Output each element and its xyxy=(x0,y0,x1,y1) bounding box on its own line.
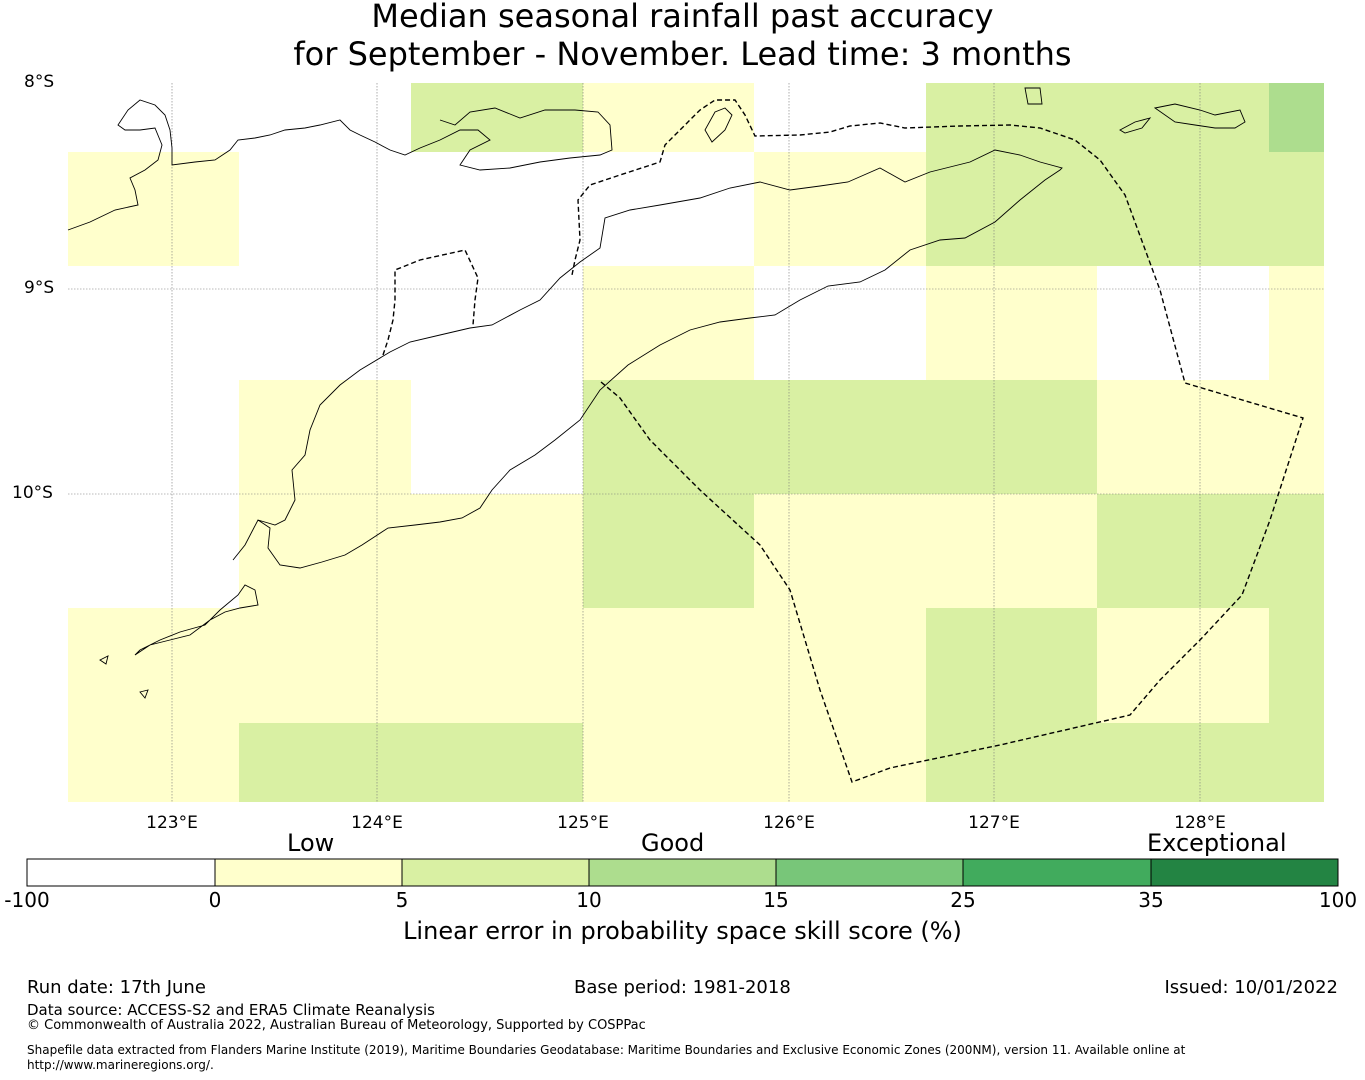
oecusse-boundary xyxy=(382,249,479,356)
grid-cell xyxy=(68,152,239,266)
grid-cell xyxy=(754,152,926,266)
colorbar-segment xyxy=(589,859,776,886)
lon-label-124e: 124°E xyxy=(351,813,403,833)
chart-title-line-2: for September - November. Lead time: 3 m… xyxy=(293,35,1072,73)
colorbar-tick-label: 10 xyxy=(576,888,602,912)
grid-cell xyxy=(926,723,1324,802)
colorbar-tick-label: 100 xyxy=(1318,888,1358,912)
grid-cell xyxy=(583,266,754,380)
lon-label-125e: 125°E xyxy=(557,813,609,833)
base-period: Base period: 1981-2018 xyxy=(574,977,791,998)
grid-cell xyxy=(239,723,583,802)
grid-cell xyxy=(583,83,754,152)
grid-cell xyxy=(583,723,926,802)
graticule xyxy=(68,83,1324,802)
coastlines xyxy=(67,87,1246,699)
run-date: Run date: 17th June xyxy=(27,977,206,998)
colorbar-segment xyxy=(776,859,963,886)
colorbar-segment xyxy=(963,859,1151,886)
grid-cell xyxy=(926,608,1097,723)
lon-label-123e: 123°E xyxy=(146,813,198,833)
colorbar-tick-label: 15 xyxy=(763,888,789,912)
lat-label-9s: 9°S xyxy=(24,278,55,298)
lon-label-126e: 126°E xyxy=(763,813,815,833)
grid-cell xyxy=(68,608,926,723)
lat-label-10s: 10°S xyxy=(12,483,53,503)
copyright: © Commonwealth of Australia 2022, Austra… xyxy=(27,1018,646,1033)
grid-cell xyxy=(1269,608,1324,723)
colorbar-category-exceptional: Exceptional xyxy=(1147,829,1287,857)
colorbar-tick-label: 25 xyxy=(950,888,976,912)
grid-cell xyxy=(754,494,1097,608)
colorbar-segment xyxy=(402,859,589,886)
grid-cell xyxy=(1269,266,1324,380)
wetar-coastline xyxy=(1119,117,1152,134)
islet-coastline xyxy=(704,107,733,143)
northern-islands-coastline xyxy=(67,99,613,231)
grid-cell xyxy=(583,380,1097,494)
grid-cell xyxy=(1097,608,1269,723)
colorbar xyxy=(26,858,1339,887)
lon-label-127e: 127°E xyxy=(968,813,1020,833)
grid-cell xyxy=(926,83,1269,152)
colorbar-tick-label: -100 xyxy=(4,888,50,912)
colorbar-tick-label: 0 xyxy=(208,888,222,912)
grid-cell xyxy=(926,152,1324,266)
colorbar-tick-label: 5 xyxy=(395,888,409,912)
colorbar-segment xyxy=(215,859,402,886)
data-source: Data source: ACCESS-S2 and ERA5 Climate … xyxy=(27,1001,435,1019)
grid-cell xyxy=(1097,494,1324,608)
colorbar-category-good: Good xyxy=(641,829,705,857)
colorbar-title: Linear error in probability space skill … xyxy=(403,917,962,945)
skill-grid xyxy=(68,83,1324,802)
colorbar-outline xyxy=(26,858,1339,887)
grid-cell xyxy=(1269,83,1324,152)
grid-cell xyxy=(1097,380,1324,494)
issued-date: Issued: 10/01/2022 xyxy=(1164,977,1338,998)
grid-cell xyxy=(239,380,411,494)
grid-cell xyxy=(926,266,1097,380)
shapefile-credit: Shapefile data extracted from Flanders M… xyxy=(27,1043,1186,1072)
island-coastline-small xyxy=(1024,87,1043,105)
timor-coastline xyxy=(232,149,1063,569)
grid-cell xyxy=(239,494,583,608)
lat-label-8s: 8°S xyxy=(24,72,55,92)
colorbar-segment xyxy=(1151,859,1338,886)
colorbar-tick-label: 35 xyxy=(1138,888,1164,912)
chart-title-line-1: Median seasonal rainfall past accuracy xyxy=(371,0,994,35)
colorbar-category-low: Low xyxy=(287,829,335,857)
grid-cell xyxy=(583,494,754,608)
southwest-island-coastline xyxy=(99,584,259,699)
grid-cell xyxy=(68,723,239,802)
island-coastline-east xyxy=(1153,103,1246,129)
colorbar-segment xyxy=(27,859,215,886)
maritime-boundaries xyxy=(382,99,1304,783)
timor-leste-eez-boundary xyxy=(571,99,1304,783)
lon-label-128e: 128°E xyxy=(1174,813,1226,833)
